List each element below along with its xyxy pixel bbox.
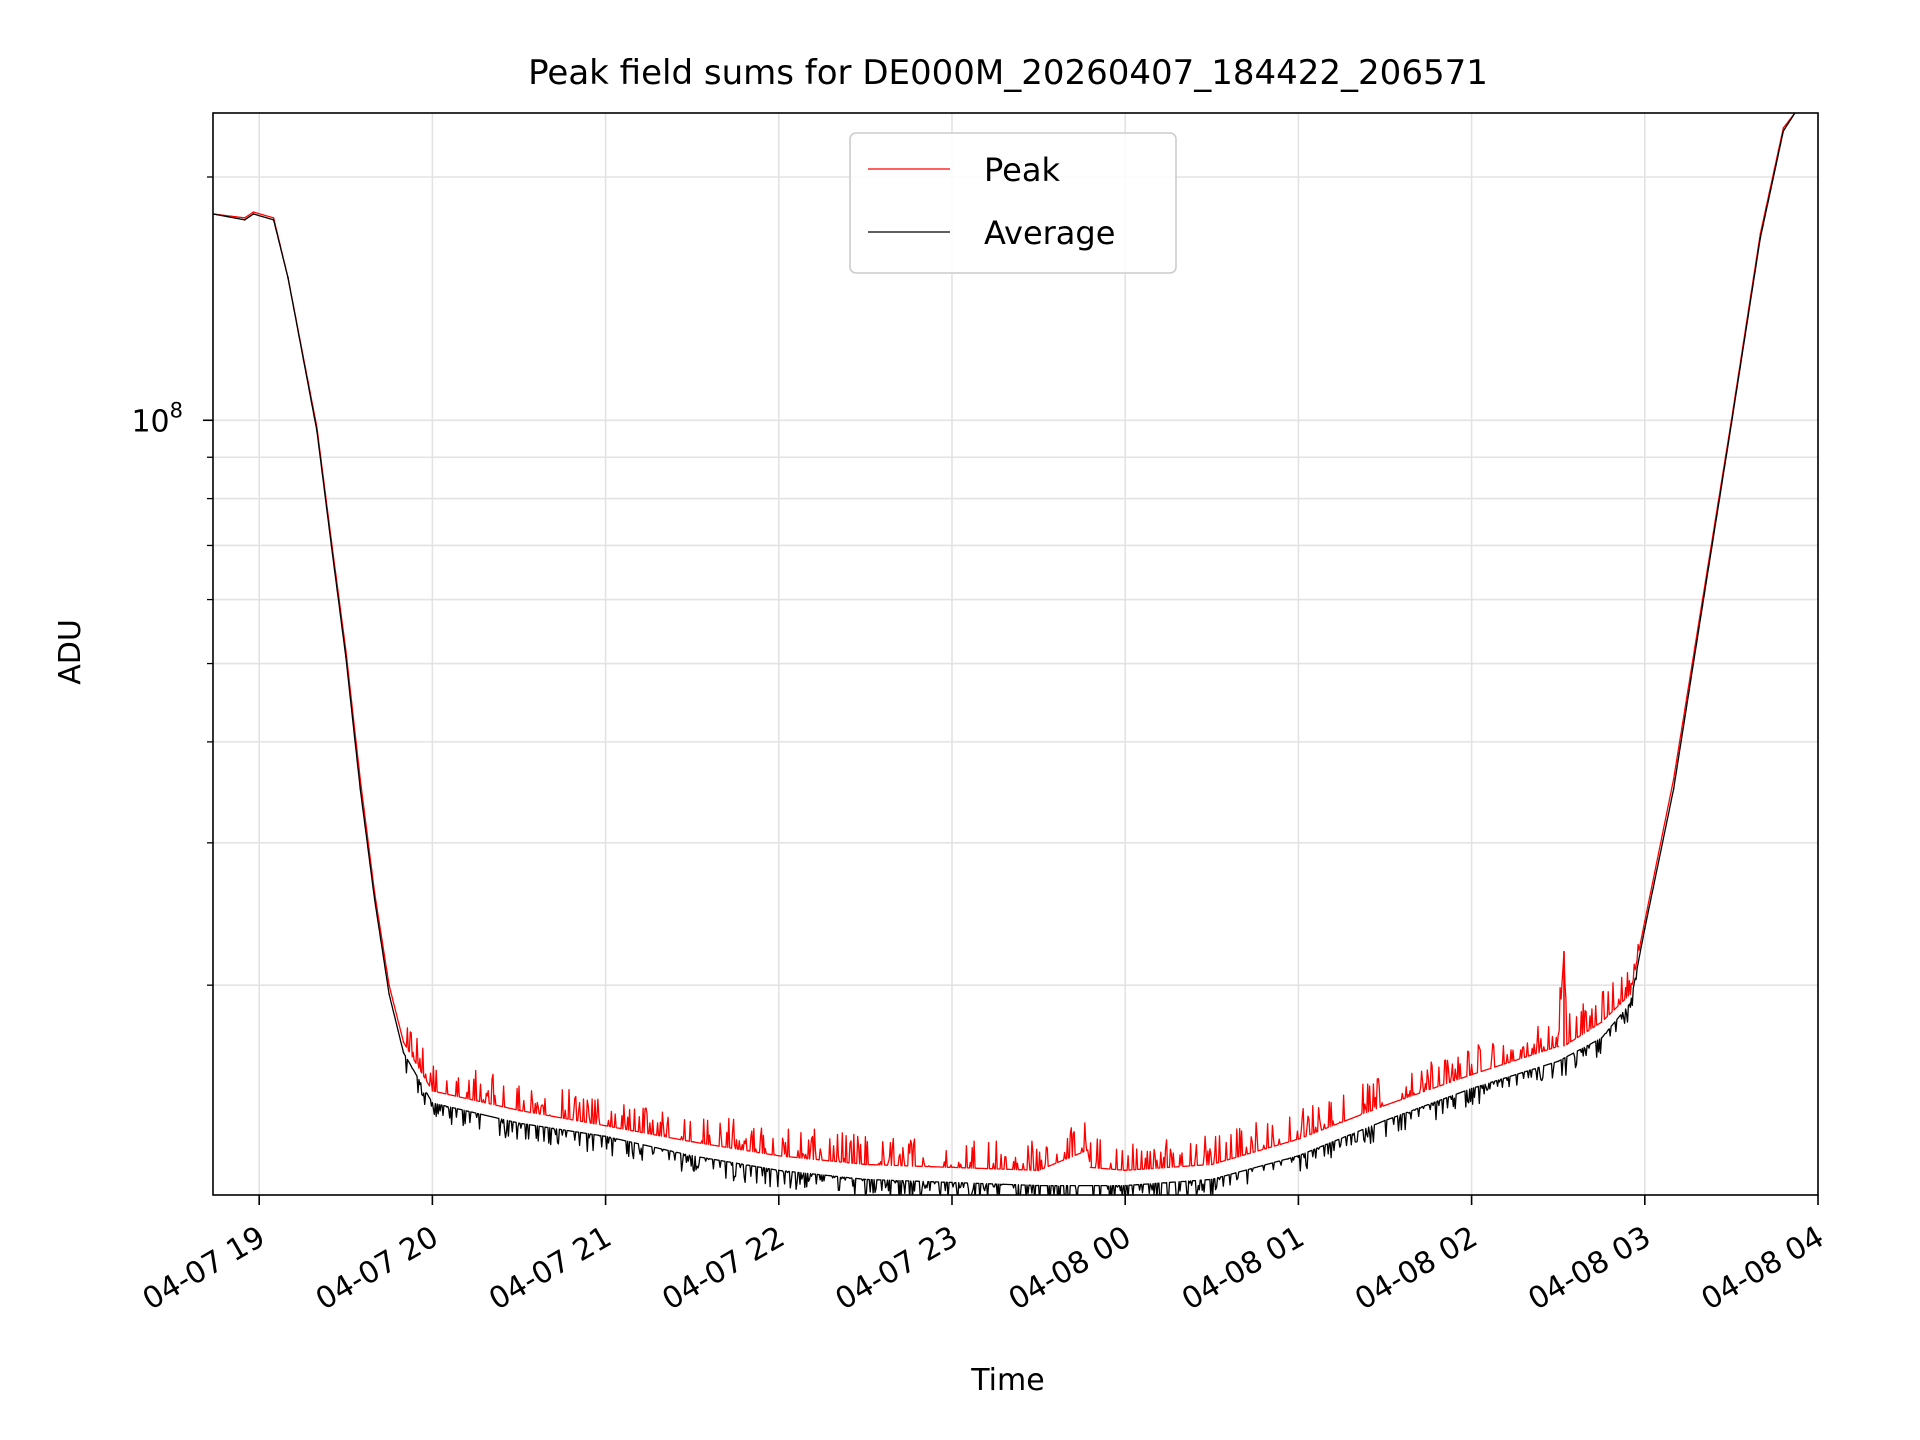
data-point-average	[344, 655, 347, 658]
data-point-average	[1600, 1037, 1603, 1039]
data-point-average	[272, 219, 275, 221]
data-point-average	[951, 1181, 953, 1184]
plot-frame	[212, 112, 1819, 1196]
data-point-average	[518, 1122, 520, 1124]
data-point-peak	[1557, 1045, 1559, 1048]
data-point-average	[1210, 1178, 1213, 1181]
data-point-peak	[777, 1154, 780, 1157]
legend-label-peak: Peak	[984, 151, 1060, 189]
data-point-average	[243, 219, 246, 221]
data-point-peak	[402, 1041, 405, 1044]
data-point-peak	[272, 217, 275, 219]
data-point-peak	[1124, 1169, 1126, 1172]
data-point-average	[1629, 1002, 1632, 1004]
data-point-average	[252, 213, 255, 215]
data-point-peak	[1782, 127, 1785, 129]
data-point-peak	[1384, 1104, 1386, 1107]
data-point-average	[1557, 1060, 1559, 1063]
data-point-peak	[951, 1166, 953, 1169]
data-point-peak	[1037, 1169, 1040, 1172]
series-layer	[213, 113, 1796, 1195]
data-point-average	[431, 1102, 434, 1104]
data-point-average	[1037, 1184, 1040, 1187]
data-point-average	[388, 993, 390, 995]
x-axis-label: Time	[970, 1363, 1044, 1398]
data-point-average	[1297, 1154, 1300, 1157]
data-point-peak	[1297, 1138, 1300, 1140]
data-point-peak	[604, 1124, 607, 1127]
legend: Peak Average	[849, 132, 1177, 274]
data-point-average	[316, 430, 318, 432]
data-point-peak	[1566, 1043, 1568, 1046]
data-point-peak	[1086, 1149, 1089, 1151]
data-point-peak	[691, 1141, 693, 1143]
data-point-average	[1759, 237, 1762, 239]
data-point-peak	[518, 1109, 520, 1112]
data-point-peak	[431, 1090, 434, 1092]
legend-label-average: Average	[984, 214, 1115, 252]
data-point-average	[330, 544, 333, 547]
data-point-peak	[252, 211, 255, 213]
data-point-average	[287, 277, 289, 279]
data-point-average	[1470, 1087, 1473, 1090]
data-point-average	[1782, 130, 1785, 132]
data-point-average	[1730, 423, 1733, 425]
chart-title: Peak field sums for DE000M_20260407_1844…	[528, 53, 1488, 93]
data-point-average	[777, 1169, 780, 1172]
data-point-average	[1124, 1184, 1126, 1187]
data-point-peak	[1089, 1166, 1092, 1169]
legend-box	[849, 132, 1177, 274]
data-point-peak	[1210, 1163, 1213, 1166]
data-point-average	[864, 1178, 867, 1181]
data-point-peak	[864, 1163, 867, 1166]
data-point-peak	[1600, 1021, 1603, 1023]
data-point-average	[1672, 787, 1675, 790]
data-point-peak	[1629, 993, 1632, 995]
series-line-average	[213, 113, 1796, 1195]
data-point-peak	[1672, 778, 1675, 780]
data-point-peak	[1643, 920, 1646, 922]
y-axis-label: ADU	[53, 619, 88, 685]
data-point-peak	[388, 984, 390, 986]
data-point-average	[1701, 604, 1704, 607]
data-point-peak	[243, 217, 246, 219]
data-point-average	[373, 899, 376, 901]
data-point-average	[1643, 927, 1646, 930]
data-point-average	[402, 1051, 405, 1054]
series-line-peak	[213, 113, 1796, 1172]
data-point-average	[1384, 1119, 1386, 1122]
data-point-average	[691, 1154, 693, 1157]
data-point-average	[359, 787, 362, 790]
data-point-average	[604, 1135, 607, 1138]
data-point-peak	[1470, 1073, 1473, 1076]
